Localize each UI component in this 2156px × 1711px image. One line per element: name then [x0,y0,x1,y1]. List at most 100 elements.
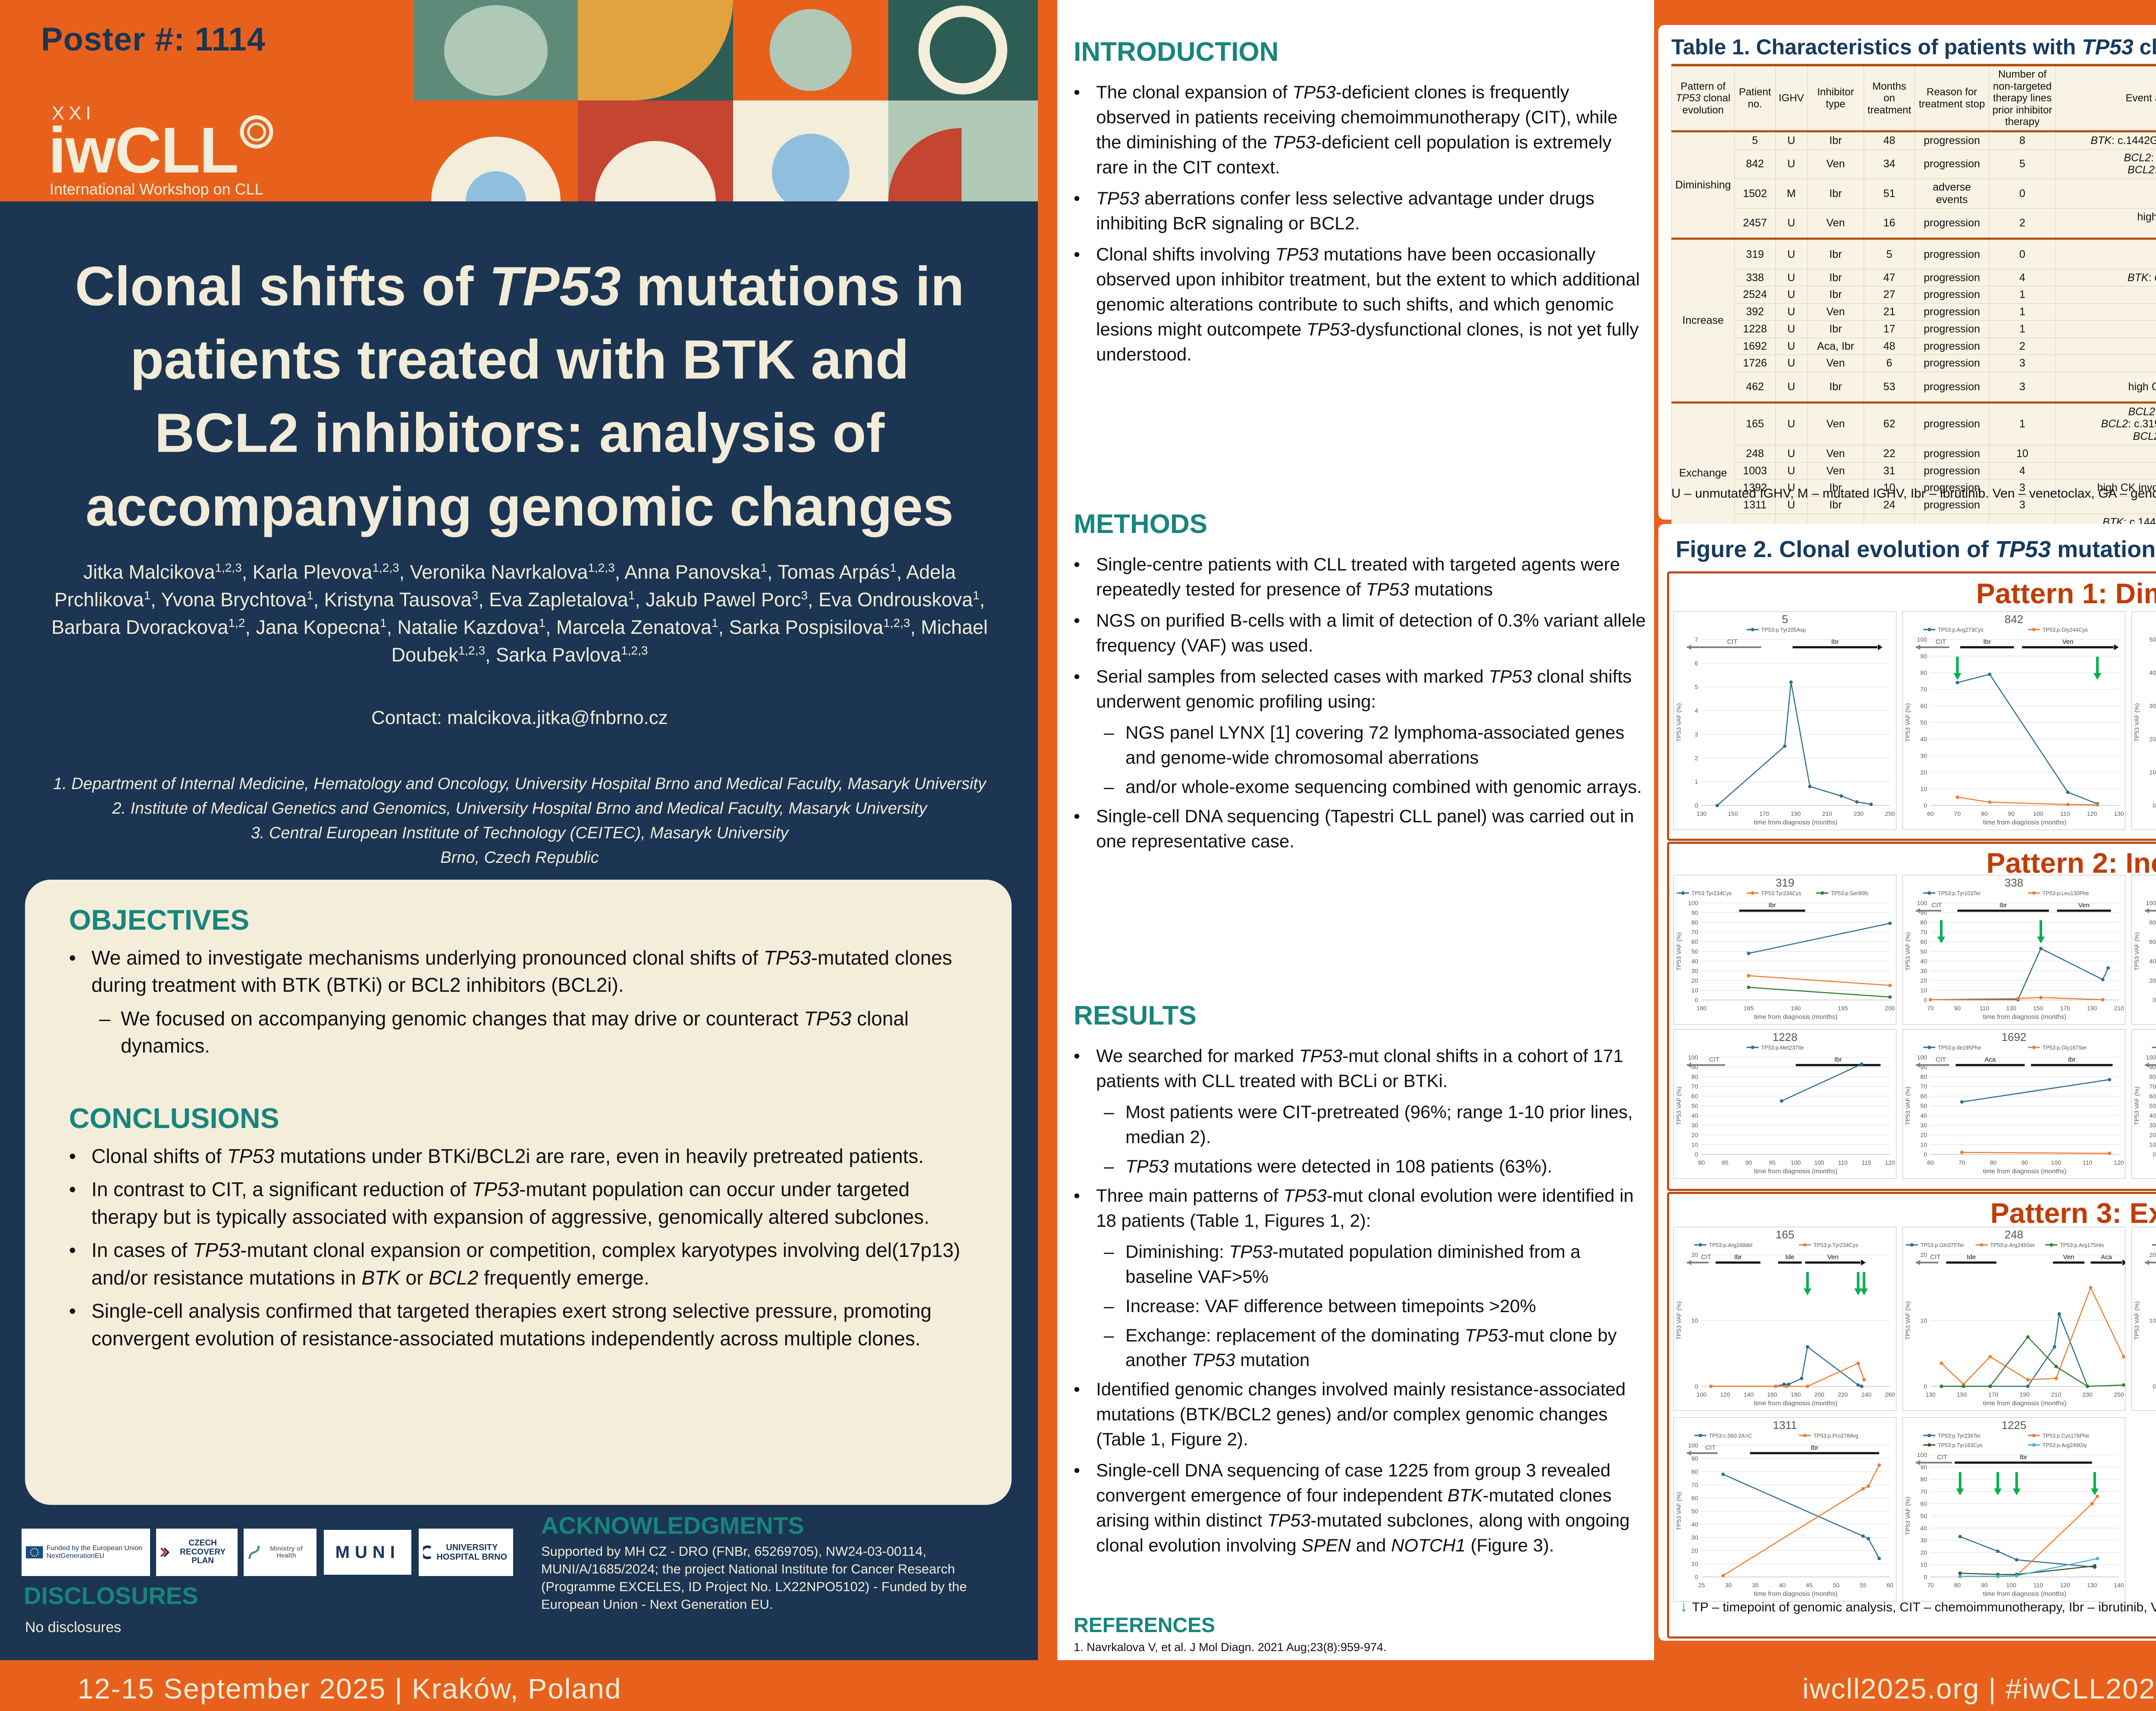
svg-text:TP53 VAF (%): TP53 VAF (%) [1904,932,1911,971]
table1-container: Pattern of TP53 clonal evolution Patient … [1671,64,2156,545]
svg-text:0: 0 [2153,802,2156,809]
svg-text:1692: 1692 [2002,1031,2027,1044]
svg-text:10: 10 [1920,987,1927,994]
svg-text:Ibr: Ibr [1834,1056,1842,1063]
svg-text:0: 0 [1924,1151,1927,1158]
svg-text:TP53:p.Pro278Arg: TP53:p.Pro278Arg [1814,1433,1858,1439]
svg-text:CIT: CIT [1701,1253,1711,1261]
svg-text:0: 0 [1924,1383,1927,1390]
svg-text:CIT: CIT [1937,1454,1947,1461]
svg-text:150: 150 [1957,1391,1967,1398]
svg-text:Ibr: Ibr [2068,1056,2076,1063]
svg-text:TP53 VAF (%): TP53 VAF (%) [1675,1492,1682,1530]
sub-bullet-item: – Diminishing: TP53-mutated population di… [1104,1239,1647,1289]
svg-text:110: 110 [2083,1159,2093,1166]
svg-text:230: 230 [1853,810,1864,817]
svg-text:time from diagnosis (months): time from diagnosis (months) [1983,819,2066,826]
svg-text:time from diagnosis (months): time from diagnosis (months) [1983,1400,2066,1407]
svg-text:70: 70 [1927,1005,1934,1012]
bullet-item: • The clonal expansion of TP53-deficient … [1074,80,1647,180]
svg-text:130: 130 [2006,1005,2017,1012]
svg-text:80: 80 [2149,919,2156,926]
svg-text:80: 80 [1954,1582,1961,1589]
table1-header-cell: Pattern of TP53 clonal evolution [1672,65,1735,131]
svg-text:70: 70 [2149,1083,2156,1090]
svg-text:3: 3 [1695,731,1698,738]
svg-text:85: 85 [1722,1159,1729,1166]
bullet-item: • Clonal shifts of TP53 mutations under B… [69,1143,970,1170]
table1-footnote: U – unmutated IGHV, M – mutated IGHV, Ib… [1671,486,2156,501]
svg-text:35: 35 [1752,1582,1759,1589]
svg-text:240: 240 [1861,1391,1872,1398]
svg-text:60: 60 [2149,938,2156,945]
svg-text:338: 338 [2005,876,2023,889]
svg-text:TP53 VAF (%): TP53 VAF (%) [1675,1301,1682,1340]
disclosures-text: No disclosures [25,1619,121,1636]
methods-heading: METHODS [1074,509,1207,539]
svg-text:20: 20 [1920,1549,1927,1556]
svg-text:190: 190 [1791,810,1801,817]
svg-text:30: 30 [1920,752,1927,759]
svg-text:TP53:p.Tyr205Asp: TP53:p.Tyr205Asp [1761,627,1806,633]
svg-text:50: 50 [1691,1508,1698,1515]
sub-bullet-item: – NGS panel LYNX [1] covering 72 lymphoma… [1104,720,1647,770]
svg-text:20: 20 [1691,977,1698,984]
svg-text:180: 180 [1696,1005,1707,1012]
svg-text:170: 170 [1759,810,1770,817]
affiliations: 1. Department of Internal Medicine, Hema… [39,772,1000,870]
bullet-item: • Single-cell analysis confirmed that tar… [69,1297,970,1352]
svg-text:50: 50 [1691,1103,1698,1109]
svg-text:160: 160 [1767,1391,1777,1398]
contact-email[interactable]: Contact: malcikova.jitka@fnbrno.cz [47,707,992,729]
svg-text:100: 100 [2146,1054,2156,1061]
footer-event-date: 12-15 September 2025 | Kraków, Poland [78,1672,622,1705]
svg-text:30: 30 [2149,1122,2156,1129]
svg-text:Ibr: Ibr [1734,1253,1742,1261]
header-decoration [414,0,1038,201]
author: Sarka Pospisilova1,2,3 [729,616,910,638]
svg-text:TP53:p.Arg175His: TP53:p.Arg175His [2060,1242,2104,1248]
svg-text:0: 0 [1924,1573,1927,1580]
vaf-chart-1726: 1726TP53:p.Cys238GlyTP53:p.Pro151Thr0102… [2131,1029,2156,1179]
svg-text:7: 7 [1695,636,1698,643]
svg-text:10: 10 [1920,1561,1927,1568]
svg-text:TP53 VAF (%): TP53 VAF (%) [1675,703,1682,742]
svg-text:50: 50 [1920,719,1927,726]
svg-text:10: 10 [1691,1317,1698,1324]
svg-text:40: 40 [1691,958,1698,965]
iwcll-logo: iwCLL [48,113,275,188]
svg-text:TP53:p.Arg249Gly: TP53:p.Arg249Gly [2043,1442,2087,1448]
bullet-item: • Serial samples from selected cases with… [1074,664,1647,714]
svg-text:80: 80 [1691,1073,1698,1080]
conclusions-heading: CONCLUSIONS [69,1102,279,1134]
table1-row: 1726UVen6progression3not analyzeddeletio… [1672,355,2156,372]
poster-number: Poster #: 1114 [41,21,266,58]
svg-text:60: 60 [1920,702,1927,709]
table1-group-cell: Diminishing [1672,131,1735,238]
author: Natalie Kazdova1 [398,616,545,638]
svg-text:70: 70 [1920,686,1927,693]
svg-text:80: 80 [1698,1159,1705,1166]
svg-text:TP53 VAF (%): TP53 VAF (%) [2133,1087,2140,1125]
svg-text:10: 10 [1920,786,1927,793]
svg-text:10: 10 [1691,1561,1698,1567]
svg-text:30: 30 [1920,968,1927,975]
svg-text:TP53 VAF (%): TP53 VAF (%) [1904,703,1911,742]
author: Anna Panovska1 [624,561,767,583]
svg-text:Ibr: Ibr [2020,1454,2028,1461]
svg-text:10: 10 [1920,1317,1927,1324]
sub-bullet-item: – We focused on accompanying genomic chan… [99,1005,966,1060]
svg-text:Ven: Ven [2078,902,2090,909]
svg-text:10: 10 [1920,1141,1927,1148]
footer-website[interactable]: iwcll2025.org | #iwCLL2025 [1802,1672,2156,1705]
sub-bullet-item: – and/or whole-exome sequencing combined … [1104,774,1647,799]
svg-text:250: 250 [2114,1391,2124,1398]
author: Barbara Dvorackova1,2 [51,616,245,638]
acknowledgments-heading: ACKNOWLEDGMENTS [541,1511,804,1539]
svg-text:CIT: CIT [1709,1056,1719,1063]
